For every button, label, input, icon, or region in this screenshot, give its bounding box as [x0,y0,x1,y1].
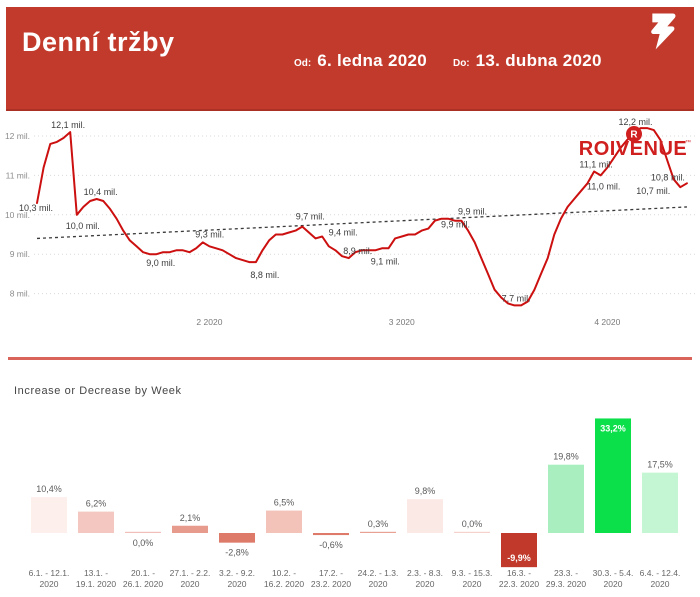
bar-week-12[interactable] [548,464,584,533]
bar-week-9[interactable] [407,499,443,533]
bar-value-label: 2,1% [180,513,201,523]
data-point-label: 8,8 mil. [250,270,279,280]
data-point-label: 9,9 mil. [441,220,470,230]
data-point-label: 9,3 mil. [195,229,224,239]
bar-week-11[interactable] [501,533,537,568]
y-axis-tick: 10 mil. [5,210,30,220]
data-point-label: 9,1 mil. [371,256,400,266]
x-axis-label: 4 2020 [594,317,620,327]
bar-category-label: 16.3. -22.3. 2020 [499,568,539,589]
section-divider [8,357,692,360]
bar-category-label: 17.2. -23.2. 2020 [311,568,351,589]
bar-category-label: 23.3. -29.3. 2020 [546,568,586,589]
bar-week-2[interactable] [78,511,114,533]
bar-week-8[interactable] [360,531,396,533]
page-title: Denní tržby [22,27,175,57]
bar-value-label: 6,2% [86,499,107,509]
bar-value-label: -9,9% [507,553,531,563]
data-point-label: 10,8 mil. [651,172,685,182]
revenue-line[interactable] [36,127,688,307]
watermark-mark-icon [626,126,642,142]
bar-week-3[interactable] [125,531,161,533]
data-point-label: 10,4 mil. [84,187,118,197]
bar-week-13[interactable] [595,418,631,533]
bar-category-label: 9.3. - 15.3. 2020 [452,568,493,589]
bar-category-label: 27.1. - 2.2. 2020 [170,568,211,589]
bar-week-1[interactable] [31,497,67,533]
x-axis-label: 2 2020 [196,317,222,327]
bar-category-label: 6.1. - 12.1. 2020 [29,568,70,589]
data-point-label: 9,4 mil. [329,227,358,237]
y-axis-tick: 9 mil. [10,249,30,259]
bar-week-7[interactable] [313,533,349,536]
bar-value-label: 10,4% [36,484,62,494]
bar-value-label: 33,2% [600,423,626,433]
bar-value-label: 9,8% [415,486,436,496]
data-point-label: 10,0 mil. [66,221,100,231]
bar-value-label: 6,5% [274,498,295,508]
bar-value-label: 19,8% [553,452,579,462]
date-to-label: Do: [452,58,470,69]
bar-category-label: 24.2. - 1.3. 2020 [358,568,399,589]
data-point-label: 12,2 mil. [619,117,653,127]
data-point-label: 8,9 mil. [343,246,372,256]
bar-value-label: 17,5% [647,460,673,470]
data-point-label: 11,0 mil. [587,181,620,191]
y-axis-tick: 8 mil. [10,289,30,299]
bar-week-4[interactable] [172,525,208,533]
data-point-label: 7,7 mil. [502,293,531,303]
data-point-label: 10,7 mil. [636,186,670,196]
y-axis-tick: 12 mil. [5,131,30,141]
data-point-label: 9,0 mil. [146,258,175,268]
date-from-value[interactable]: 6. ledna 2020 [317,51,427,70]
data-point-label: 9,9 mil. [458,207,487,217]
data-point-label: 9,7 mil. [296,212,325,222]
bar-category-label: 2.3. - 8.3. 2020 [407,568,443,589]
bar-value-label: 0,0% [462,519,483,529]
bar-category-label: 10.2. -16.2. 2020 [264,568,304,589]
bar-week-14[interactable] [642,472,678,533]
bar-week-10[interactable] [454,531,490,533]
data-point-label: 12,1 mil. [51,120,85,130]
bar-chart-title: Increase or Decrease by Week [14,385,182,397]
bar-value-label: 0,0% [133,538,154,548]
watermark-letter: R [630,130,638,141]
date-range: Od: 6. ledna 2020 Do: 13. dubna 2020 [294,51,602,71]
bar-category-label: 30.3. - 5.4. 2020 [593,568,634,589]
date-from-label: Od: [294,58,312,69]
bar-category-label: 13.1. -19.1. 2020 [76,568,116,589]
date-to-value[interactable]: 13. dubna 2020 [475,51,602,70]
daily-revenue-line-chart[interactable]: 8 mil. 9 mil. 10 mil. 11 mil. 12 mil. 2 2020 3… [0,108,700,358]
data-point-label: 10,3 mil. [19,203,53,213]
trend-line [36,206,687,240]
watermark-tm: ™ [685,139,691,146]
bar-week-5[interactable] [219,533,255,543]
bar-category-label: 6.4. - 12.4. 2020 [640,568,681,589]
weekly-change-bar-chart[interactable]: 10,4% 6.1. - 12.1. 2020 6,2% 13.1. -19.1. 20… [0,397,700,597]
bar-value-label: -0,6% [319,540,343,550]
bar-category-label: 3.2. - 9.2. 2020 [219,568,255,589]
bar-value-label: -2,8% [225,548,249,558]
bar-week-6[interactable] [266,510,302,533]
watermark-text: ROIVENUE [579,138,687,160]
bar-category-label: 20.1. -26.1. 2020 [123,568,163,589]
y-axis-tick: 11 mil. [6,170,30,180]
report-header: Denní tržby Od: 6. ledna 2020 Do: 13. du… [6,7,694,111]
roivenue-logo-icon [651,13,676,50]
x-axis-label: 3 2020 [389,317,415,327]
data-point-label: 11,1 mil. [579,159,612,169]
bar-value-label: 0,3% [368,519,389,529]
